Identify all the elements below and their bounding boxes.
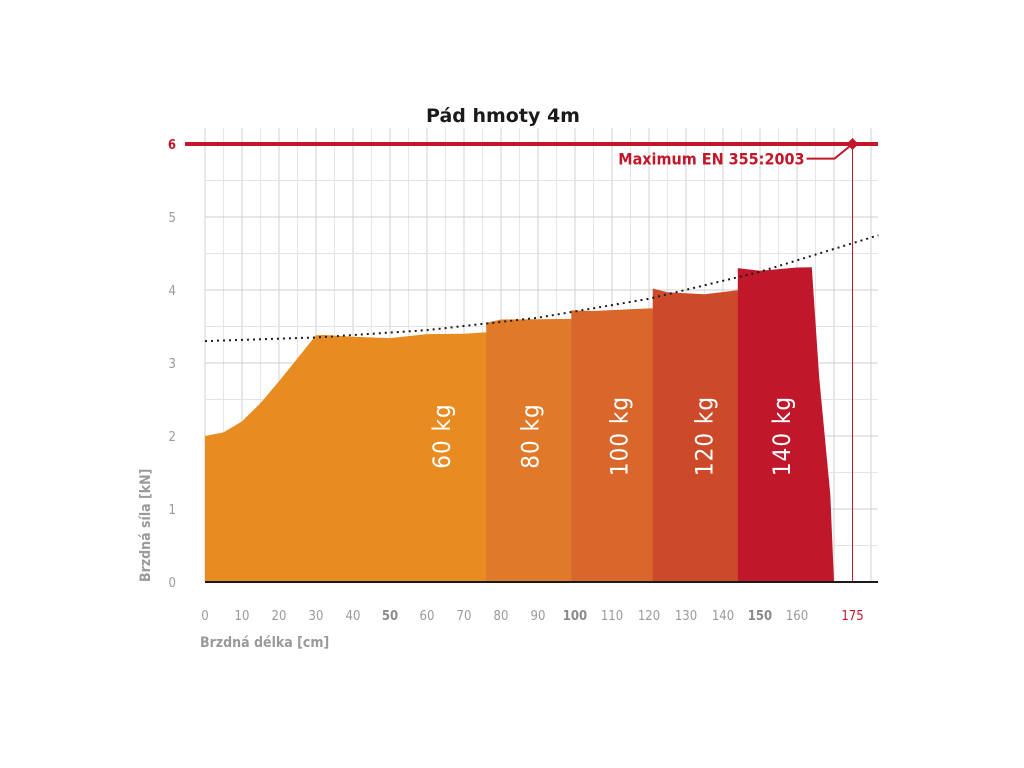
area-100-kg [571, 308, 672, 582]
limit-label: Maximum EN 355:2003 [618, 150, 804, 169]
y-tick-label: 1 [169, 503, 176, 518]
x-tick-label: 80 [494, 609, 509, 624]
series-label: 100 kg [605, 396, 633, 476]
x-tick-label: 0 [201, 609, 208, 624]
x-tick-label: 40 [346, 609, 361, 624]
y-tick-label: 4 [169, 284, 176, 299]
x-tick-label: 120 [638, 609, 660, 624]
x-tick-label: 140 [712, 609, 734, 624]
x-tick-label: 50 [382, 609, 398, 624]
x-tick-label: 150 [748, 609, 772, 624]
y-limit-tick-label: 6 [168, 138, 176, 153]
area-120-kg [652, 288, 757, 582]
y-tick-label: 2 [169, 430, 176, 445]
series-labels: 60 kg 80 kg 100 kg 120 kg 140 kg [428, 396, 796, 476]
x-tick-label: 60 [420, 609, 435, 624]
y-axis-label: Brzdná síla [kN] [138, 469, 154, 582]
areas [205, 267, 834, 582]
chart-title: Pád hmoty 4m [426, 105, 580, 127]
area-60-kg [205, 332, 505, 582]
area-80-kg [486, 318, 587, 582]
x-tick-label: 10 [235, 609, 250, 624]
x-tick-label: 100 [563, 609, 587, 624]
x-tick-label: 70 [457, 609, 472, 624]
x-tick-label: 160 [786, 609, 808, 624]
x-limit-tick-label: 175 [841, 609, 863, 624]
limit-callout-line [806, 143, 854, 160]
series-label: 80 kg [517, 403, 545, 469]
x-axis-label: Brzdná délka [cm] [200, 635, 329, 651]
x-tick-label: 20 [272, 609, 287, 624]
y-tick-label: 0 [169, 576, 176, 591]
trend-curve [204, 234, 879, 343]
y-tick-label: 5 [169, 211, 176, 226]
series-label: 120 kg [691, 396, 719, 476]
series-label: 140 kg [768, 396, 796, 476]
x-tick-label: 30 [309, 609, 324, 624]
x-tick-label: 90 [531, 609, 546, 624]
limit-line-group: Maximum EN 355:2003 [185, 138, 878, 582]
tick-labels: 0 10 20 30 40 50 60 70 80 90 100 110 120 130 140 150 160… [168, 138, 864, 624]
x-tick-label: 130 [675, 609, 697, 624]
area-140-kg [737, 267, 834, 582]
y-tick-label: 3 [169, 357, 176, 372]
x-tick-label: 110 [601, 609, 623, 624]
trend-curve-path [204, 234, 879, 343]
series-label: 60 kg [428, 403, 456, 469]
